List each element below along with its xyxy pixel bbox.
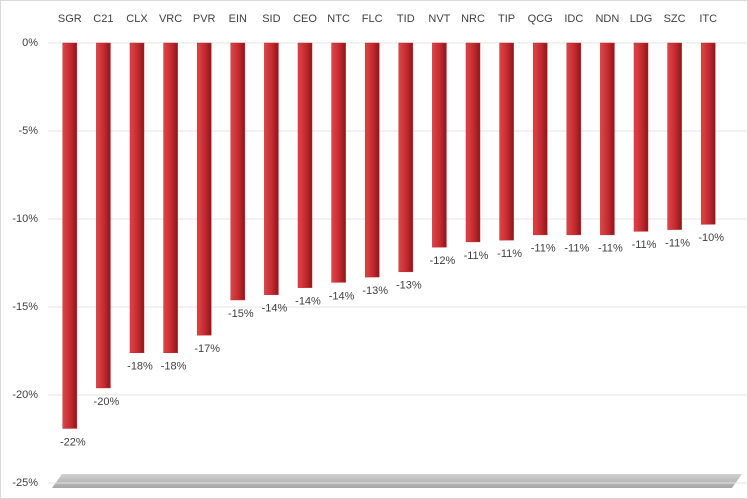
data-label: -14% <box>262 303 288 315</box>
x-tick-label: SID <box>262 13 280 25</box>
bar <box>364 42 380 278</box>
x-tick-label: TIP <box>498 13 515 25</box>
bar <box>230 42 246 301</box>
data-label: -20% <box>94 396 120 408</box>
bar <box>398 42 414 273</box>
x-tick-label: SZC <box>664 13 686 25</box>
data-label: -11% <box>531 243 556 255</box>
data-label: -18% <box>127 361 153 373</box>
bar <box>331 42 346 283</box>
bar <box>600 42 615 236</box>
data-label: -11% <box>598 243 623 255</box>
x-tick-label: LDG <box>630 13 653 25</box>
x-tick-label: VRC <box>159 13 182 25</box>
data-label: -11% <box>464 250 489 262</box>
y-tick-label: -25% <box>12 477 38 489</box>
x-tick-label: PVR <box>193 13 216 25</box>
data-label: -11% <box>564 243 589 255</box>
x-tick-label: ITC <box>699 13 717 25</box>
y-tick-label: -5% <box>18 125 38 137</box>
x-tick-label: EIN <box>229 13 247 25</box>
data-label: -18% <box>161 361 187 373</box>
x-tick-label: CLX <box>126 13 148 25</box>
bar <box>96 42 111 389</box>
y-tick-label: -15% <box>12 301 38 313</box>
x-tick-label: NTC <box>327 13 350 25</box>
y-tick-label: -10% <box>12 213 38 225</box>
x-tick-label: NDN <box>595 13 619 25</box>
data-label: -13% <box>396 280 422 292</box>
x-tick-label: NRC <box>461 13 485 25</box>
bar <box>163 42 178 354</box>
data-label: -15% <box>228 308 254 320</box>
x-tick-label: NVT <box>428 13 450 25</box>
data-label: -13% <box>362 285 388 297</box>
bar <box>62 42 78 429</box>
data-label: -17% <box>194 343 220 355</box>
data-label: -11% <box>632 239 657 251</box>
bar <box>196 42 212 336</box>
x-tick-label: FLC <box>362 13 383 25</box>
data-label: -14% <box>329 290 355 302</box>
bar <box>667 42 682 230</box>
bar <box>264 42 279 295</box>
bar <box>633 42 649 232</box>
bar <box>129 42 145 354</box>
x-tick-label: C21 <box>93 13 113 25</box>
bar <box>465 42 481 243</box>
x-tick-label: CEO <box>293 13 317 25</box>
floor <box>52 474 742 488</box>
y-tick-label: -20% <box>12 389 38 401</box>
x-tick-label: TID <box>397 13 415 25</box>
data-label: -10% <box>698 232 724 244</box>
x-tick-label: IDC <box>564 13 583 25</box>
x-tick-label: SGR <box>58 13 82 25</box>
data-label: -11% <box>665 237 690 249</box>
bar <box>297 42 313 288</box>
data-label: -22% <box>60 436 86 448</box>
bar <box>499 42 514 241</box>
bar <box>566 42 582 236</box>
x-tick-label: QCG <box>528 13 553 25</box>
data-label: -12% <box>430 255 456 267</box>
bar <box>532 42 548 236</box>
data-label: -14% <box>295 296 321 308</box>
data-label: -11% <box>497 248 522 260</box>
bar <box>700 42 716 225</box>
y-tick-label: 0% <box>22 37 38 49</box>
bar <box>432 42 447 248</box>
